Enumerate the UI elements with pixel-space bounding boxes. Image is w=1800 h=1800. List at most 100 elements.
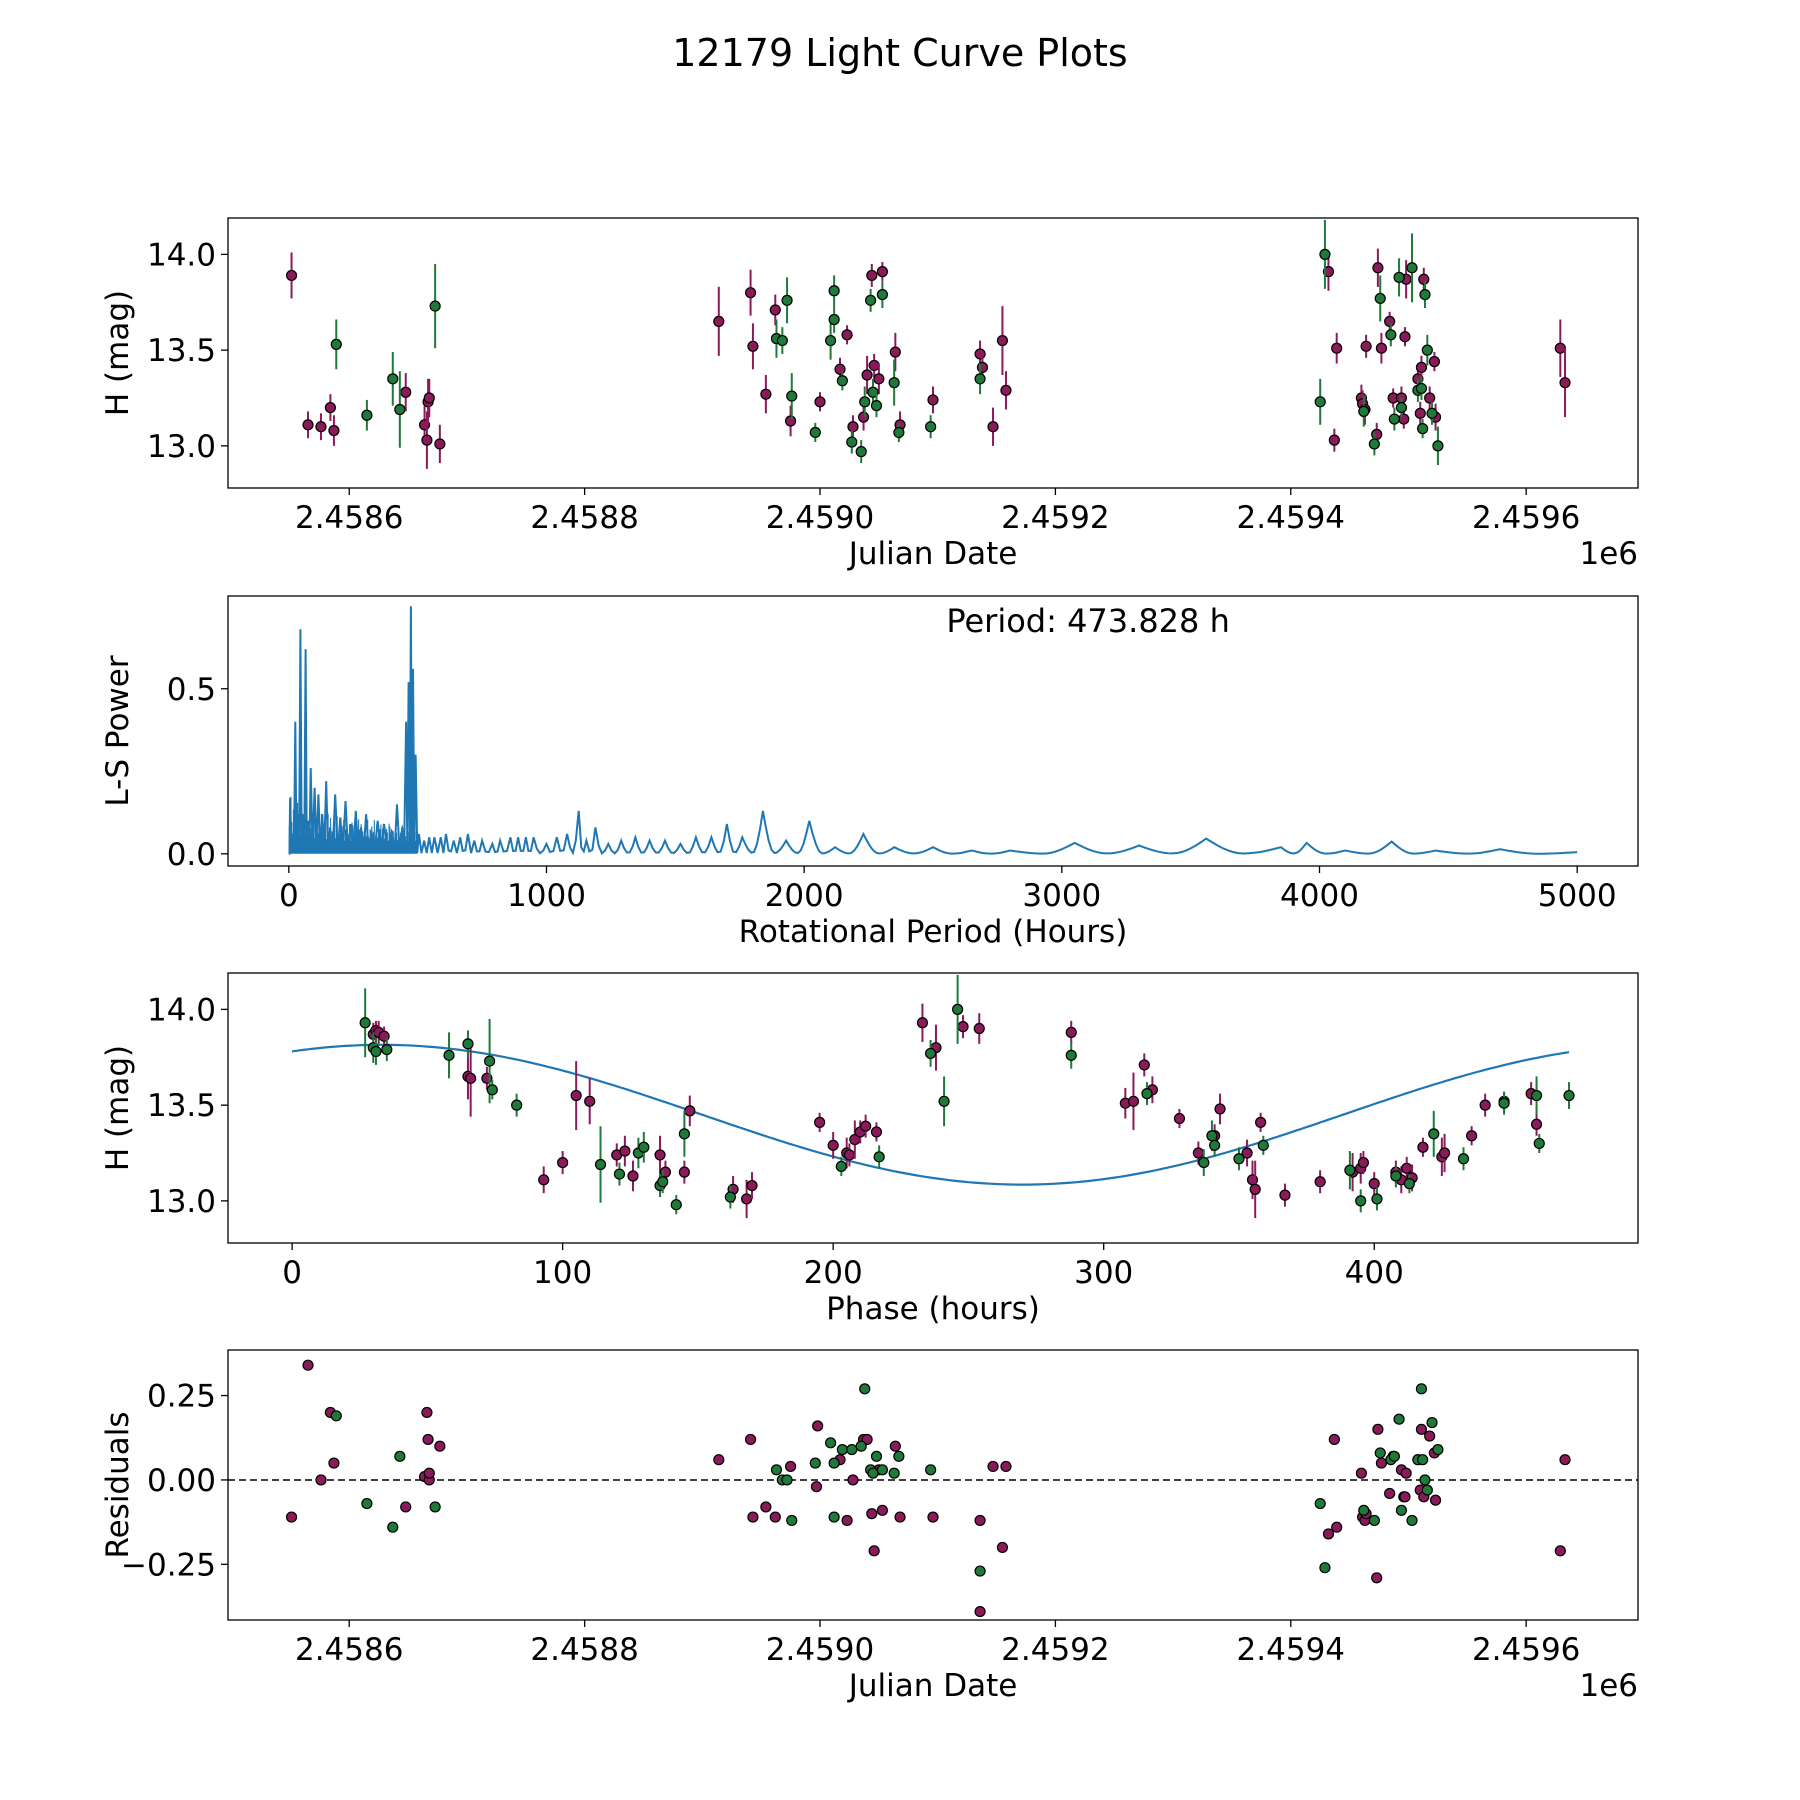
data-point bbox=[423, 392, 435, 404]
data-point bbox=[888, 1467, 900, 1479]
data-point bbox=[1065, 1049, 1077, 1061]
data-point bbox=[1403, 1178, 1416, 1190]
plot-area bbox=[285, 219, 1571, 469]
data-point bbox=[1314, 1176, 1326, 1188]
data-point bbox=[330, 338, 342, 350]
data-point bbox=[809, 426, 821, 439]
data-point bbox=[1209, 1139, 1221, 1151]
data-point bbox=[835, 1160, 847, 1173]
data-point bbox=[1241, 1147, 1253, 1159]
x-tick-label: 2.4588 bbox=[530, 500, 638, 536]
x-tick-label: 2.4586 bbox=[295, 500, 403, 536]
x-tick-label: 2.4596 bbox=[1472, 1632, 1580, 1668]
data-point bbox=[747, 340, 759, 352]
axes-frame bbox=[227, 1349, 1639, 1621]
x-tick-label: 3000 bbox=[1022, 878, 1101, 914]
data-point bbox=[1368, 438, 1380, 450]
data-point bbox=[861, 369, 873, 381]
data-point bbox=[834, 363, 846, 375]
data-point bbox=[870, 1450, 883, 1462]
data-point bbox=[769, 304, 781, 316]
data-point bbox=[974, 1605, 986, 1618]
data-point bbox=[1406, 262, 1418, 274]
data-point bbox=[1426, 1416, 1438, 1429]
y-tick-label: 0.5 bbox=[167, 672, 216, 708]
data-point bbox=[1328, 434, 1340, 446]
data-point bbox=[1457, 1153, 1470, 1165]
data-point bbox=[814, 396, 826, 408]
data-point bbox=[1393, 1413, 1405, 1425]
data-point bbox=[1192, 1147, 1204, 1159]
data-point bbox=[1421, 344, 1433, 356]
data-point bbox=[1375, 342, 1388, 354]
data-point bbox=[827, 1139, 839, 1151]
series-band-2 bbox=[330, 1383, 1444, 1577]
data-point bbox=[1372, 262, 1384, 274]
data-point bbox=[893, 1450, 905, 1462]
data-point bbox=[828, 1511, 840, 1523]
data-point bbox=[678, 1166, 690, 1178]
data-point bbox=[1419, 288, 1431, 301]
data-point bbox=[638, 1141, 650, 1153]
fit-curve bbox=[291, 1043, 1570, 1186]
data-point bbox=[1319, 248, 1331, 260]
data-point bbox=[1000, 384, 1012, 396]
data-point bbox=[1395, 401, 1408, 414]
light-curve-panel: 2.4586 2.4588 2.4590 2.4592 2.4594 2.4596 13.0… bbox=[100, 217, 1639, 572]
data-point bbox=[747, 1511, 759, 1523]
data-point bbox=[760, 1501, 772, 1513]
data-point bbox=[876, 266, 888, 278]
data-point bbox=[1065, 1026, 1077, 1038]
data-point bbox=[1426, 407, 1438, 419]
x-axis-offset-label: 1e6 bbox=[1579, 536, 1638, 572]
data-point bbox=[1371, 1193, 1383, 1205]
data-point bbox=[422, 1433, 434, 1446]
data-point bbox=[1466, 1130, 1478, 1142]
data-point bbox=[744, 1433, 757, 1446]
periodogram-curve bbox=[288, 606, 1578, 856]
plot-area bbox=[291, 974, 1575, 1219]
data-point bbox=[870, 400, 883, 412]
data-point bbox=[924, 1047, 937, 1060]
data-point bbox=[1563, 1089, 1575, 1102]
plot-area bbox=[228, 1359, 1638, 1618]
x-axis-label: Julian Date bbox=[847, 536, 1018, 572]
data-point bbox=[1406, 1514, 1418, 1527]
data-point bbox=[888, 377, 900, 389]
series-band-1 bbox=[285, 1359, 1571, 1618]
data-point bbox=[1371, 428, 1383, 440]
data-point bbox=[1249, 1183, 1261, 1195]
data-point bbox=[855, 446, 867, 458]
x-tick-label: 300 bbox=[1074, 1255, 1133, 1291]
data-point bbox=[857, 411, 870, 423]
data-point bbox=[462, 1038, 474, 1050]
data-point bbox=[1559, 377, 1571, 389]
figure-title: 12179 Light Curve Plots bbox=[672, 31, 1127, 75]
data-point bbox=[302, 1359, 314, 1371]
x-tick-label: 2.4586 bbox=[295, 1632, 403, 1668]
data-point bbox=[1344, 1164, 1356, 1176]
data-point bbox=[866, 1508, 878, 1520]
data-point bbox=[423, 1467, 435, 1479]
data-point bbox=[1384, 1487, 1396, 1500]
data-point bbox=[867, 1467, 879, 1479]
x-tick-label: 200 bbox=[804, 1255, 863, 1291]
data-point bbox=[421, 1406, 433, 1419]
data-point bbox=[538, 1174, 550, 1186]
x-tick-label: 2.4596 bbox=[1472, 500, 1580, 536]
data-point bbox=[873, 1151, 885, 1163]
data-point bbox=[873, 373, 885, 385]
data-point bbox=[400, 1501, 412, 1513]
data-point bbox=[359, 1017, 371, 1029]
data-point bbox=[713, 315, 725, 328]
data-point bbox=[866, 269, 878, 282]
data-point bbox=[927, 394, 939, 406]
data-point bbox=[1358, 1504, 1370, 1516]
data-point bbox=[1417, 1141, 1429, 1153]
x-axis-label: Phase (hours) bbox=[826, 1291, 1040, 1327]
data-point bbox=[974, 1565, 986, 1577]
data-point bbox=[889, 346, 901, 358]
data-point bbox=[654, 1149, 666, 1161]
data-point bbox=[744, 287, 757, 299]
data-point bbox=[1424, 392, 1436, 404]
